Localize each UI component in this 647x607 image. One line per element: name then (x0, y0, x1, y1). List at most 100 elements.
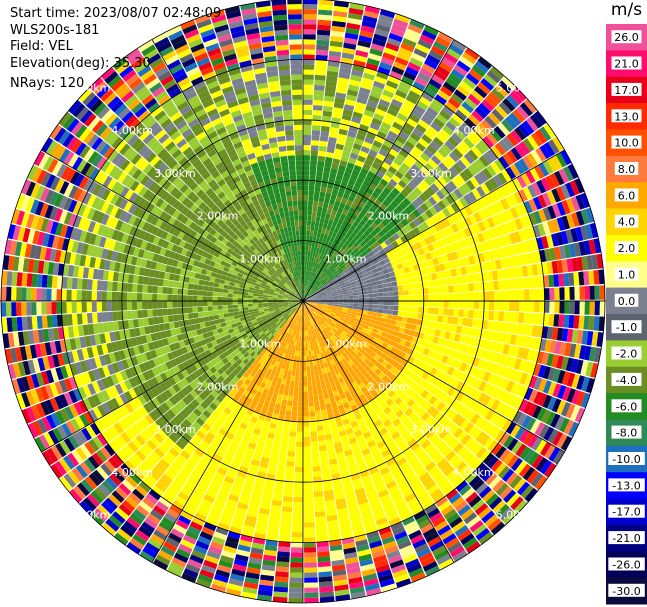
range-gate (303, 185, 309, 190)
range-gate (453, 309, 459, 317)
range-gate (564, 301, 569, 314)
range-gate (282, 506, 292, 512)
range-gate (282, 400, 288, 406)
range-gate (439, 294, 444, 301)
range-gate (294, 477, 303, 482)
range-gate (290, 573, 303, 578)
range-gate (314, 191, 320, 197)
range-gate (303, 4, 317, 9)
range-gate (353, 295, 358, 298)
range-gate (393, 311, 399, 316)
range-gate (392, 315, 398, 320)
range-gate (383, 288, 389, 293)
range-gate (280, 526, 291, 532)
range-gate (296, 452, 304, 457)
range-gate (363, 291, 368, 295)
range-gate (373, 289, 379, 293)
range-gate (292, 527, 303, 532)
range-gate (589, 316, 595, 330)
range-gate (429, 294, 434, 300)
range-gate (295, 371, 299, 376)
range-gate (295, 351, 298, 356)
range-gate (304, 527, 315, 532)
range-gate (309, 406, 315, 412)
range-gate (296, 366, 300, 371)
range-gate (367, 311, 373, 315)
range-gate (554, 288, 559, 300)
range-gate (280, 445, 288, 451)
range-gate (428, 308, 434, 315)
range-gate (389, 301, 394, 305)
range-gate (304, 588, 318, 593)
range-gate (292, 366, 296, 371)
range-gate (310, 416, 316, 422)
range-gate (304, 557, 317, 562)
range-gate (402, 279, 408, 285)
range-gate (289, 365, 293, 371)
range-gate (300, 361, 303, 366)
range-gate (282, 430, 289, 436)
range-gate (281, 511, 292, 517)
range-gate (383, 309, 389, 314)
range-gate (314, 365, 318, 371)
range-gate (303, 110, 312, 115)
range-gate (386, 319, 392, 324)
range-gate (304, 497, 314, 502)
range-gate (373, 293, 378, 297)
range-gate (377, 313, 383, 318)
range-gate (489, 291, 494, 300)
range-gate (393, 286, 399, 291)
range-gate (523, 313, 529, 324)
range-gate (468, 283, 474, 292)
range-gate (304, 472, 313, 477)
range-gate (444, 301, 449, 308)
range-gate (314, 226, 318, 232)
range-gate (293, 391, 298, 396)
range-gate (289, 588, 303, 593)
range-gate (286, 466, 295, 472)
range-gate (311, 145, 319, 151)
range-gate (368, 301, 373, 304)
range-gate (590, 301, 595, 315)
range-gate (289, 431, 296, 437)
range-gate (304, 552, 316, 557)
range-gate (303, 392, 308, 397)
range-gate (311, 135, 319, 141)
range-gate (317, 207, 322, 213)
range-gate (309, 185, 315, 190)
range-gate (544, 301, 549, 313)
range-gate (307, 216, 311, 221)
range-gate (447, 277, 453, 285)
range-gate (279, 409, 285, 415)
range-gate (321, 212, 326, 218)
range-gate (442, 316, 448, 324)
range-gate (304, 492, 314, 497)
range-gate (303, 155, 310, 160)
range-gate (553, 314, 559, 327)
range-gate (308, 391, 313, 396)
range-gate (312, 386, 317, 392)
range-gate (570, 301, 575, 314)
range-gate (289, 593, 303, 598)
range-gate (443, 308, 449, 315)
range-gate (600, 301, 605, 316)
range-gate (313, 231, 317, 237)
range-gate (504, 301, 509, 311)
range-gate (290, 568, 303, 573)
range-gate (303, 210, 307, 215)
range-gate (590, 286, 595, 300)
range-gate (394, 296, 399, 301)
range-gate (469, 301, 474, 309)
range-gate (321, 384, 326, 390)
range-gate (303, 100, 313, 105)
range-gate (585, 286, 590, 300)
range-gate (548, 275, 554, 287)
range-gate (320, 404, 326, 410)
range-gate (484, 291, 489, 300)
range-gate (394, 301, 399, 306)
range-gate (427, 281, 433, 288)
range-gate (498, 280, 504, 290)
range-gate (377, 284, 383, 289)
range-gate (408, 289, 414, 295)
range-gate (427, 314, 433, 321)
